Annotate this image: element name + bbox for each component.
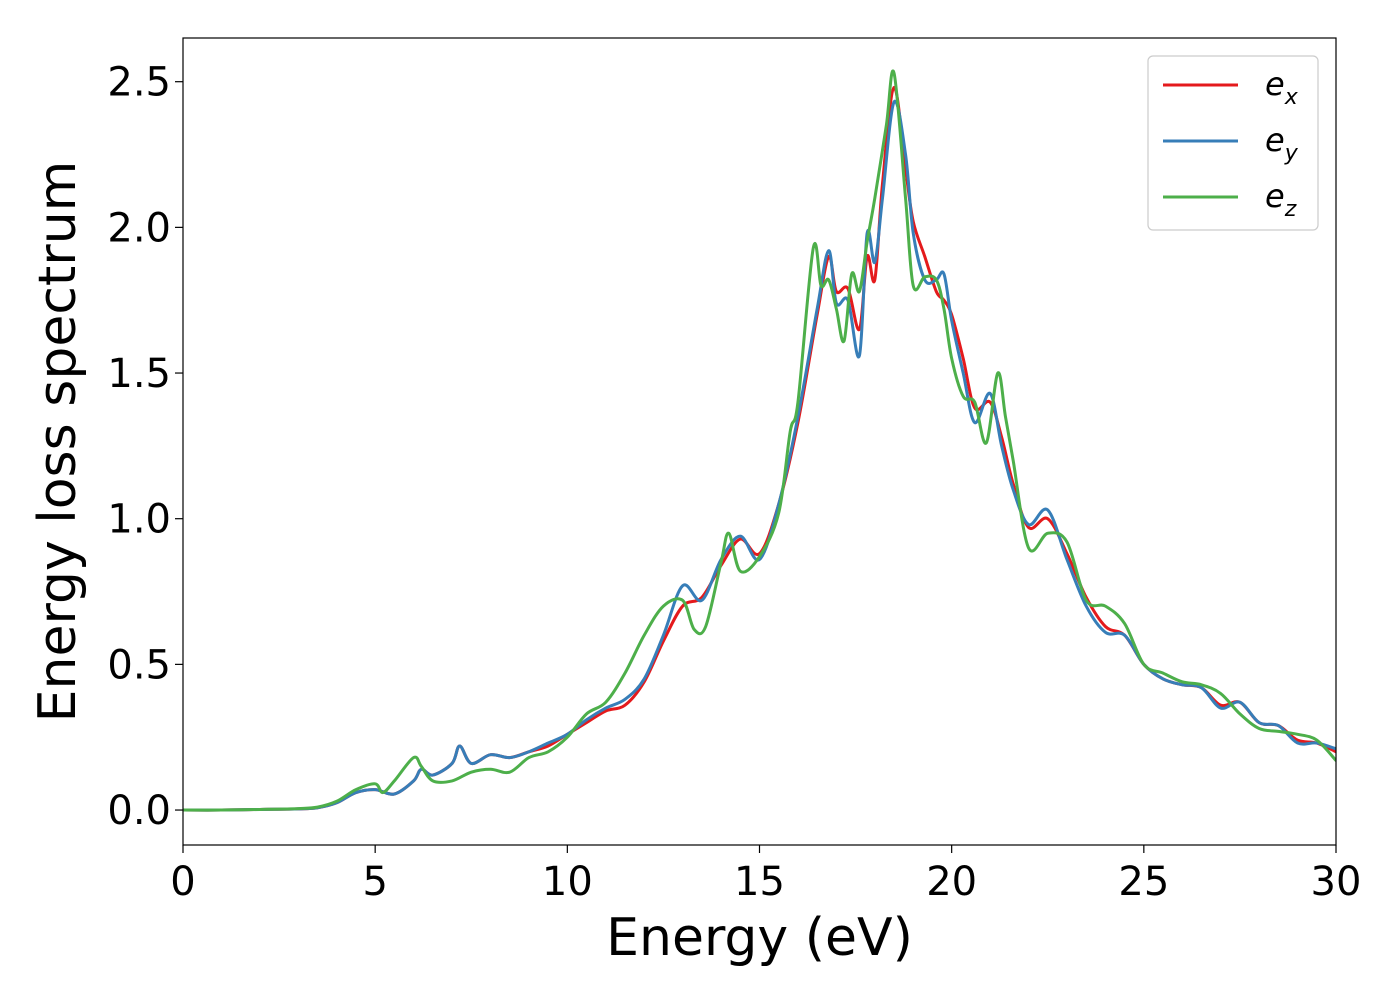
x-tick-label: 20 [926,859,977,905]
x-tick-label: 5 [362,859,387,905]
plot-area [182,37,1337,846]
x-tick-label: 0 [170,859,195,905]
y-tick-label: 0.5 [107,642,171,688]
x-tick-label: 25 [1118,859,1169,905]
series-line-y [183,99,1336,812]
y-axis-ticks: 0.0 0.5 1.0 1.5 2.0 2.5 [107,60,183,834]
x-tick-label: 30 [1311,859,1362,905]
y-tick-label: 2.0 [107,205,171,251]
x-axis-title: Energy (eV) [606,908,913,968]
y-tick-label: 1.0 [107,497,171,543]
legend-frame [1147,55,1319,231]
y-tick-label: 0.0 [107,788,171,834]
series-line-z [183,69,1336,812]
x-tick-label: 10 [542,859,593,905]
y-tick-label: 2.5 [107,60,171,106]
y-tick-label: 1.5 [107,351,171,397]
x-tick-label: 15 [734,859,785,905]
x-axis-ticks: 0 5 10 15 20 25 30 [170,845,1361,905]
y-axis-title: Energy loss spectrum [28,161,88,723]
series-group [183,69,1336,812]
